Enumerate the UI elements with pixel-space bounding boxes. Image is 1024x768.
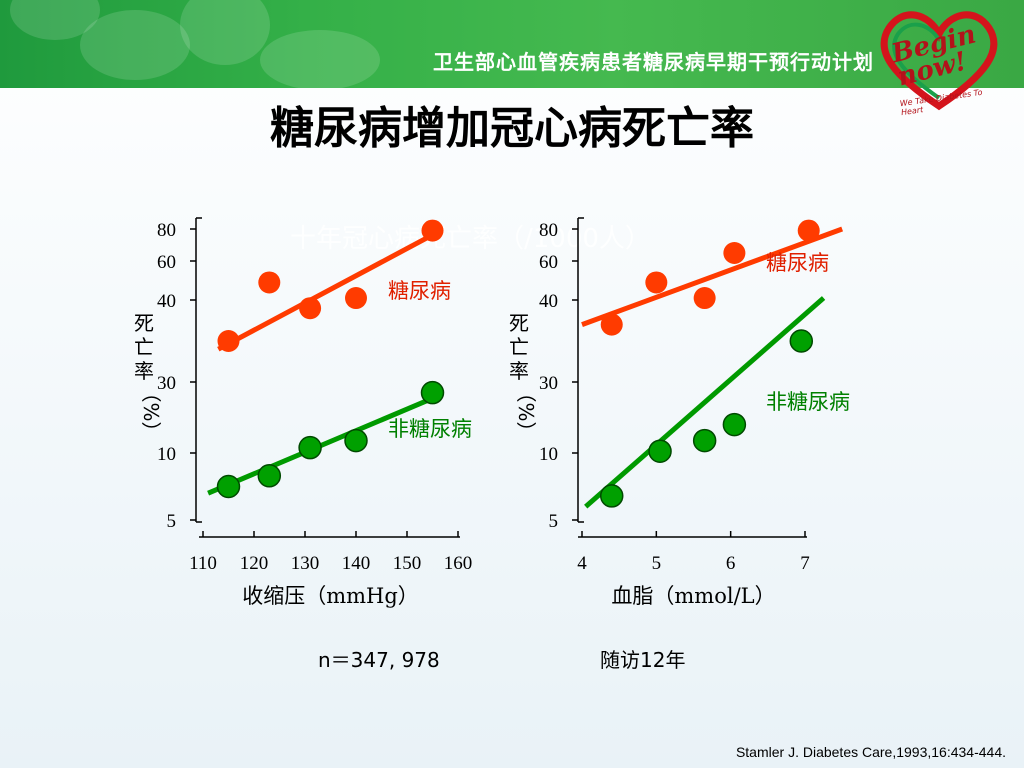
- series-label-non-diabetes: 非糖尿病: [766, 390, 850, 414]
- y-axis-label-char: 亡: [509, 335, 529, 359]
- x-tick-label: 110: [189, 553, 217, 574]
- x-tick-label: 160: [444, 553, 473, 574]
- data-point-diabetes: [693, 287, 716, 310]
- x-axis-label: 收缩压（mmHg）: [242, 584, 419, 608]
- trend-line-non-diabetes: [584, 296, 826, 509]
- data-point-non-diabetes: [789, 329, 814, 353]
- y-tick-label: 5: [167, 511, 177, 532]
- series-label-diabetes: 糖尿病: [388, 279, 451, 303]
- data-point-diabetes: [600, 313, 623, 336]
- header-banner: 卫生部心血管疾病患者糖尿病早期干预行动计划: [0, 0, 1024, 88]
- series-label-non-diabetes: 非糖尿病: [388, 417, 472, 441]
- data-point-non-diabetes: [599, 484, 624, 508]
- y-tick-label: 40: [539, 291, 558, 312]
- data-point-non-diabetes: [692, 428, 717, 453]
- page-title: 糖尿病增加冠心病死亡率: [270, 103, 754, 154]
- series-label-diabetes: 糖尿病: [766, 251, 829, 275]
- chart-panel-1: 5 10 30 40 60 80 死亡率（%） 110 120 130 140 150 160 收缩压（m…: [134, 217, 473, 608]
- data-point-diabetes: [345, 287, 367, 310]
- data-point-non-diabetes: [298, 435, 322, 460]
- citation: Stamler J. Diabetes Care,1993,16:434-444…: [735, 744, 1006, 760]
- y-tick-label: 10: [539, 444, 558, 465]
- x-tick-label: 7: [800, 553, 810, 574]
- trend-line-non-diabetes: [207, 393, 439, 496]
- y-tick-label: 80: [157, 220, 176, 241]
- heart-logo-icon: [880, 11, 998, 111]
- x-tick-label: 6: [726, 553, 736, 574]
- y-tick-label: 10: [157, 444, 176, 465]
- trend-line-diabetes: [217, 229, 439, 352]
- sample-size-note: n＝347, 978: [318, 648, 440, 672]
- data-point-non-diabetes: [257, 464, 282, 488]
- chart-watermark-title: 十年冠心病死亡率（/1000人）: [290, 224, 651, 254]
- data-point-diabetes: [299, 297, 322, 320]
- y-tick-label: 30: [539, 373, 558, 394]
- data-point-diabetes: [797, 219, 820, 242]
- data-point-non-diabetes: [344, 428, 368, 453]
- data-point-diabetes: [258, 271, 281, 294]
- followup-note: 随访12年: [600, 648, 686, 672]
- y-tick-label: 80: [539, 220, 558, 241]
- y-axis-label-char: 死: [509, 311, 529, 335]
- data-point-diabetes: [421, 219, 444, 242]
- y-axis-label-char: 死: [134, 311, 154, 335]
- y-tick-label: 60: [157, 252, 176, 273]
- x-tick-label: 5: [652, 553, 662, 574]
- banner-text: 卫生部心血管疾病患者糖尿病早期干预行动计划: [433, 50, 874, 74]
- data-point-diabetes: [217, 330, 240, 352]
- y-axis-label-unit: （%）: [139, 382, 163, 441]
- x-tick-label: 130: [291, 553, 320, 574]
- begin-now-logo: Begin now! We Take Diabetes To Heart: [874, 6, 1004, 117]
- y-axis-label-char: 亡: [134, 335, 154, 359]
- y-axis-label-char: 率: [509, 359, 529, 383]
- data-point-diabetes: [645, 271, 668, 294]
- trend-line-diabetes: [581, 226, 844, 327]
- x-axis-label: 血脂（mmol/L）: [611, 584, 775, 608]
- y-tick-label: 60: [539, 252, 558, 273]
- data-point-non-diabetes: [216, 474, 241, 499]
- data-point-non-diabetes: [420, 380, 445, 405]
- x-tick-label: 4: [577, 553, 587, 574]
- data-point-non-diabetes: [722, 412, 747, 437]
- data-point-non-diabetes: [648, 439, 672, 463]
- y-axis-label-unit: （%）: [514, 382, 538, 441]
- data-point-diabetes: [723, 242, 746, 264]
- x-tick-label: 140: [342, 553, 371, 574]
- y-tick-label: 5: [549, 511, 559, 532]
- y-tick-label: 30: [157, 373, 176, 394]
- y-axis-label-char: 率: [134, 359, 154, 383]
- x-tick-label: 120: [240, 553, 269, 574]
- x-tick-label: 150: [393, 553, 422, 574]
- y-tick-label: 40: [157, 291, 176, 312]
